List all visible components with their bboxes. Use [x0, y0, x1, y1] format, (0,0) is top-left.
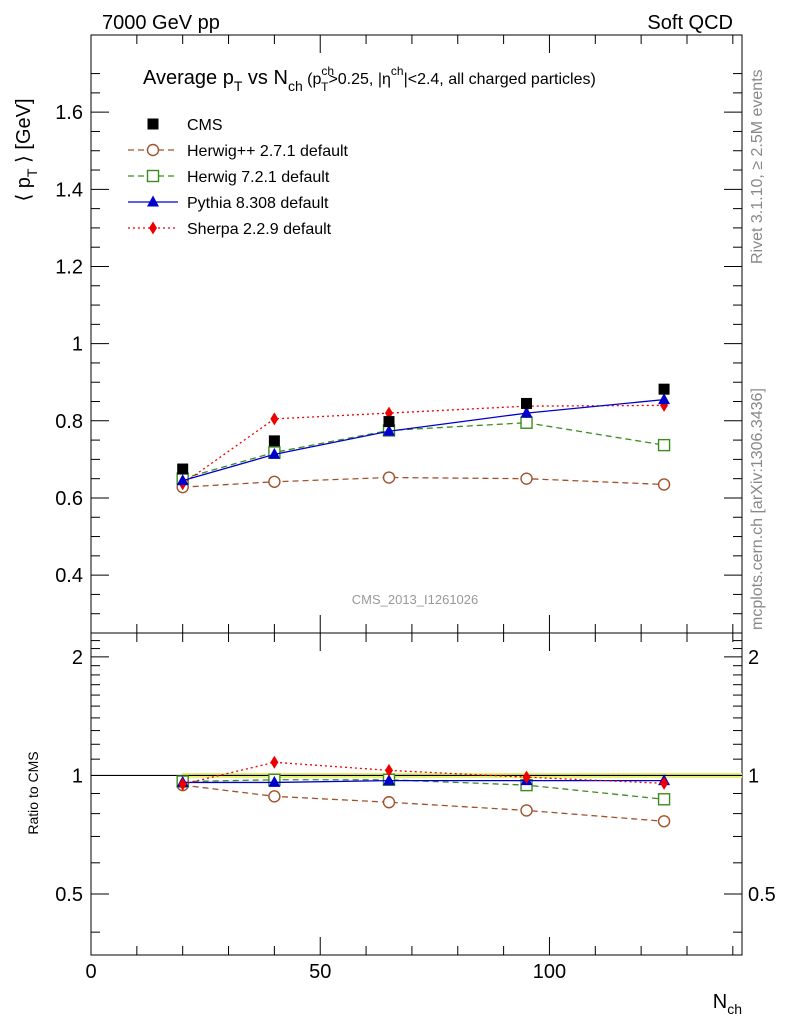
- ratio-data-point: [520, 804, 533, 817]
- ratio-data-point: [270, 755, 279, 769]
- ratio-y-tick-label-left: 1: [72, 765, 83, 787]
- legend-marker: [149, 221, 157, 235]
- ratio-y-tick-label-left: 2: [72, 647, 83, 669]
- main-data-point: [521, 397, 533, 409]
- ratio-data-point: [178, 777, 187, 791]
- main-title: Average pT vs Nch (pch T>0.25, |ηch|<2.4,…: [143, 64, 596, 94]
- ratio-y-tick-label-right: 0.5: [748, 884, 776, 906]
- ratio-series-group: [176, 755, 671, 828]
- main-series-line: [182, 404, 665, 485]
- main-data-point: [177, 463, 189, 475]
- ratio-data-point: [268, 790, 281, 803]
- main-series-line: [182, 422, 665, 480]
- ratio-data-point: [522, 770, 531, 784]
- main-data-point: [268, 447, 281, 459]
- header-right: Soft QCD: [647, 12, 733, 34]
- main-data-point: [382, 424, 395, 436]
- x-tick-label: 50: [309, 961, 331, 983]
- main-series-group: [176, 383, 671, 494]
- ratio-data-point: [384, 763, 393, 777]
- ratio-y-tick-label-right: 2: [748, 647, 759, 669]
- ratio-band: [91, 772, 742, 779]
- legend: CMS Herwig++ 2.7.1 default Herwig 7.2.1 de…: [128, 117, 349, 238]
- legend-marker: [147, 118, 159, 130]
- main-data-point: [657, 438, 671, 452]
- main-data-point: [268, 435, 280, 447]
- ratio-data-point: [657, 815, 671, 828]
- ratio-data-point: [660, 776, 669, 790]
- ratio-series-line: [182, 784, 665, 822]
- ratio-y-axis-label: Ratio to CMS: [25, 751, 41, 834]
- analysis-label: CMS_2013_I1261026: [352, 592, 479, 607]
- main-data-point: [658, 393, 671, 405]
- ratio-y-tick-label-left: 0.5: [55, 884, 83, 906]
- main-data-point: [268, 475, 281, 488]
- main-y-tick-label: 1.6: [55, 102, 83, 124]
- legend-label: CMS: [187, 117, 223, 134]
- main-data-point: [176, 474, 189, 486]
- legend-marker: [147, 195, 159, 207]
- legend-label: Herwig 7.2.1 default: [187, 169, 330, 186]
- legend-marker: [146, 169, 160, 183]
- main-data-point: [382, 471, 396, 484]
- main-axis-ticks: 0.4 0.6 0.8 1 1.2 1.4 1.6: [55, 35, 742, 633]
- main-data-point: [270, 412, 279, 426]
- ratio-y-tick-label-right: 1: [748, 765, 759, 787]
- legend-label: Pythia 8.308 default: [187, 195, 329, 212]
- main-data-point: [658, 383, 670, 395]
- ratio-data-point: [382, 796, 396, 809]
- main-y-tick-label: 0.4: [55, 565, 83, 587]
- main-y-tick-label: 1.2: [55, 256, 83, 278]
- main-series-line: [182, 476, 665, 488]
- main-data-point: [657, 478, 671, 491]
- ratio-series-line: [182, 779, 665, 800]
- ratio-data-point: [657, 793, 671, 806]
- main-data-point: [520, 406, 533, 418]
- ratio-panel-frame: [90, 632, 743, 956]
- main-data-point: [520, 472, 533, 485]
- main-y-tick-label: 0.6: [55, 488, 83, 510]
- main-y-tick-label: 0.8: [55, 411, 83, 433]
- x-tick-label: 0: [85, 961, 96, 983]
- legend-label: Herwig++ 2.7.1 default: [187, 143, 349, 160]
- main-y-tick-label: 1: [72, 334, 83, 356]
- ratio-data-point: [268, 775, 281, 787]
- header-left: 7000 GeV pp: [102, 12, 220, 34]
- main-data-point: [520, 416, 533, 429]
- x-axis-label: Nch: [713, 991, 742, 1017]
- ratio-data-point: [382, 774, 395, 786]
- main-y-tick-label: 1.4: [55, 179, 83, 201]
- main-data-point: [383, 416, 395, 428]
- ratio-axis-ticks: 0.5 0.5 1 1 2 2 0 50 100: [55, 633, 776, 983]
- legend-marker: [146, 143, 160, 157]
- mcplots-label: mcplots.cern.ch [arXiv:1306.3436]: [749, 388, 766, 630]
- rivet-label: Rivet 3.1.10, ≥ 2.5M events: [749, 69, 766, 264]
- legend-label: Sherpa 2.2.9 default: [187, 221, 332, 238]
- main-y-axis-label: ⟨ pT ⟩ [GeV]: [13, 98, 40, 201]
- x-tick-label: 100: [533, 961, 566, 983]
